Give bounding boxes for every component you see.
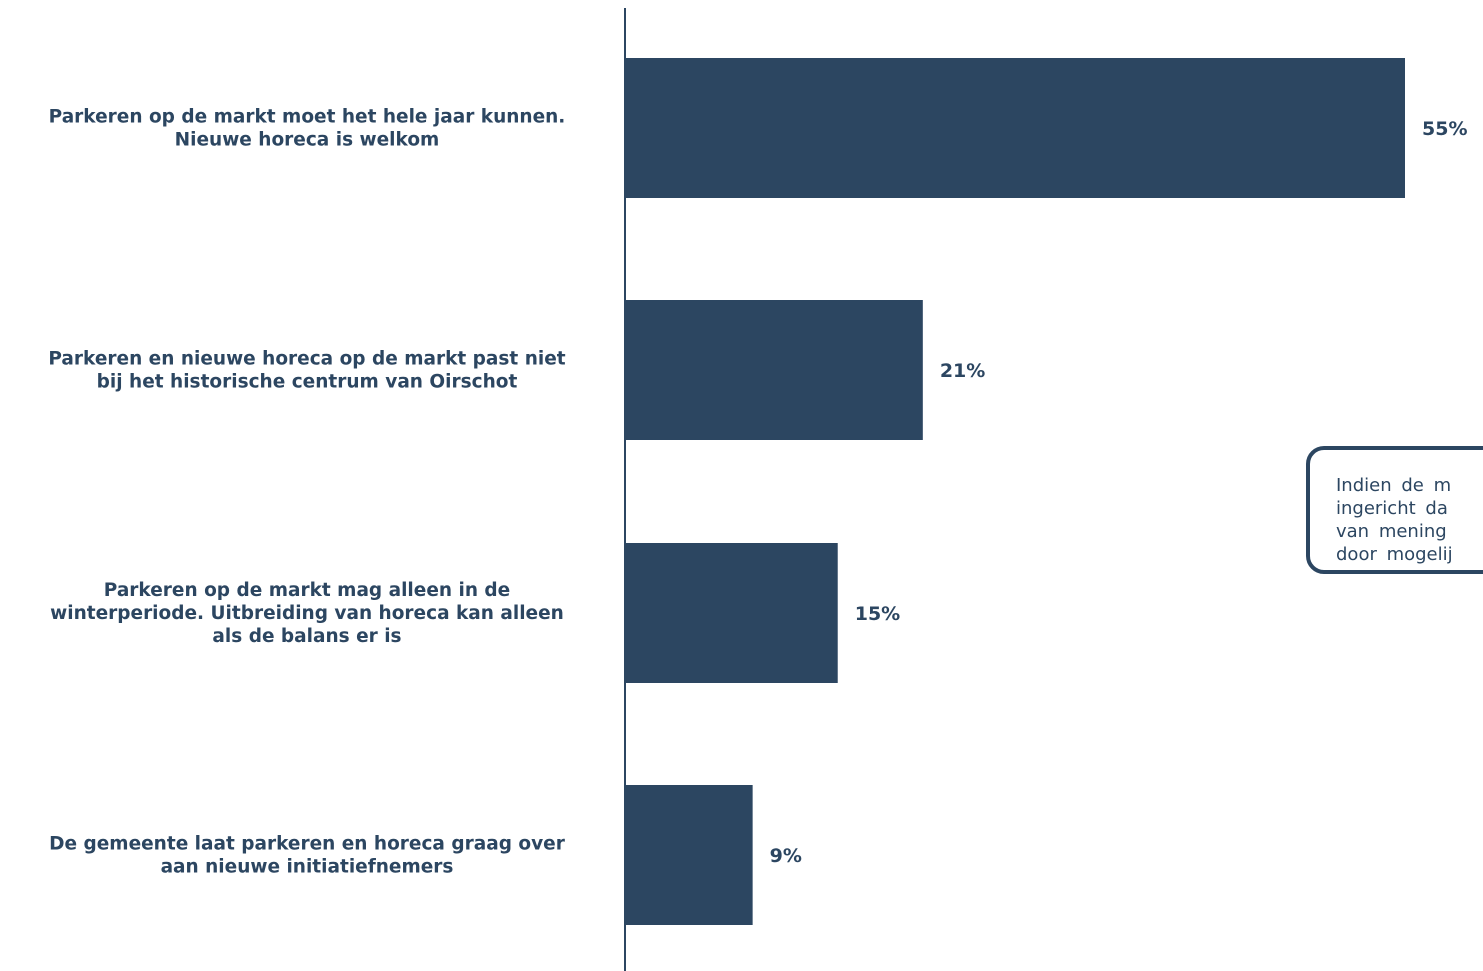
category-label-line: als de balans er is [212, 626, 401, 647]
bar-1 [625, 58, 1405, 198]
category-label-line: Nieuwe horeca is welkom [175, 130, 440, 151]
category-label-line: bij het historische centrum van Oirschot [97, 372, 518, 393]
value-labels-group: 55% 21% 15% 9% [770, 118, 1468, 867]
category-label-line: De gemeente laat parkeren en horeca graa… [49, 834, 566, 855]
category-label-2: Parkeren en nieuwe horeca op de markt pa… [48, 349, 565, 393]
category-label-3: Parkeren op de markt mag alleen in de win… [50, 580, 564, 647]
annotation-callout: Indien de m ingericht da van mening door… [1306, 446, 1483, 574]
bar-2 [625, 300, 923, 440]
category-label-1: Parkeren op de markt moet het hele jaar … [49, 107, 566, 151]
bar-3 [625, 543, 838, 683]
annotation-text: Indien de m ingericht da van mening door… [1336, 475, 1453, 565]
bars-group [625, 58, 1405, 925]
category-label-line: Parkeren en nieuwe horeca op de markt pa… [48, 349, 565, 370]
category-label-4: De gemeente laat parkeren en horeca graa… [49, 834, 566, 878]
category-label-line: Parkeren op de markt moet het hele jaar … [49, 107, 566, 128]
category-label-line: aan nieuwe initiatiefnemers [161, 857, 454, 878]
value-label-4: 9% [770, 845, 802, 867]
value-label-1: 55% [1422, 118, 1467, 140]
category-labels-group: Parkeren op de markt moet het hele jaar … [48, 107, 565, 878]
value-label-2: 21% [940, 360, 985, 382]
bar-4 [625, 785, 753, 925]
category-label-line: Parkeren op de markt mag alleen in de [104, 580, 510, 601]
value-label-3: 15% [855, 603, 900, 625]
category-label-line: winterperiode. Uitbreiding van horeca ka… [50, 603, 564, 624]
